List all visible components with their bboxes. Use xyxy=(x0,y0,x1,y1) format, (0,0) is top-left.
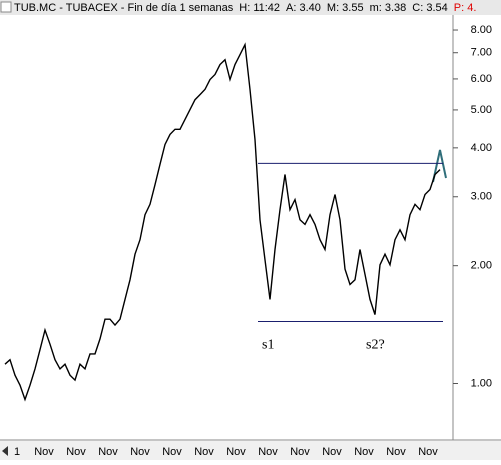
scroll-arrow[interactable] xyxy=(2,446,8,456)
x-tick-label: Nov xyxy=(162,446,182,458)
price-line xyxy=(4,42,441,402)
quote-field: C: 3.54 xyxy=(412,2,447,14)
x-tick-label: Nov xyxy=(322,446,342,458)
y-tick-label: 3.00 xyxy=(471,191,492,203)
icon xyxy=(0,1,12,13)
quote-field: m: 3.38 xyxy=(370,2,407,14)
quote-field: A: 3.40 xyxy=(286,2,321,14)
x-tick-label: Nov xyxy=(226,446,246,458)
x-tick-label: Nov xyxy=(418,446,438,458)
arrow-annotation xyxy=(432,149,447,183)
quote-field: H: 11:42 xyxy=(239,2,280,14)
level-label: s2? xyxy=(366,338,385,353)
level-label: s1 xyxy=(262,338,274,353)
x-tick-label: Nov xyxy=(290,446,310,458)
y-tick-label: 8.00 xyxy=(471,24,492,36)
x-axis-strip xyxy=(0,441,501,460)
y-tick-label: 5.00 xyxy=(471,104,492,116)
x-tick-label: Nov xyxy=(354,446,374,458)
x-tick-label: Nov xyxy=(194,446,214,458)
y-tick-label: 4.00 xyxy=(471,142,492,154)
x-tick-label: Nov xyxy=(66,446,86,458)
y-tick-label: 2.00 xyxy=(471,260,492,272)
quote-alert: P: 4. xyxy=(454,2,477,14)
header-bar xyxy=(0,0,501,15)
y-tick-label: 1.00 xyxy=(471,377,492,389)
y-tick-label: 6.00 xyxy=(471,73,492,85)
x-tick-label: Nov xyxy=(258,446,278,458)
x-tick-label: Nov xyxy=(130,446,150,458)
y-tick-label: 7.00 xyxy=(471,47,492,59)
quote-field: M: 3.55 xyxy=(327,2,364,14)
x-tick-label: Nov xyxy=(98,446,118,458)
x-tick-label: 1 xyxy=(14,446,20,458)
x-tick-label: Nov xyxy=(386,446,406,458)
x-tick-label: Nov xyxy=(34,446,54,458)
chart-title: TUB.MC - TUBACEX - Fin de día 1 semanas xyxy=(14,2,234,14)
